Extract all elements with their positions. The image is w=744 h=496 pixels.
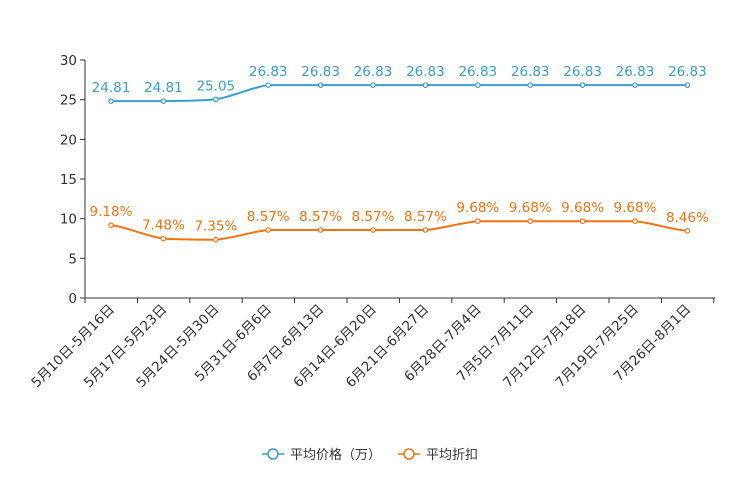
data-label: 26.83 xyxy=(668,64,707,80)
data-point[interactable] xyxy=(317,82,324,88)
data-point[interactable] xyxy=(108,222,114,228)
y-tick-label: 10 xyxy=(60,212,77,228)
data-label: 8.57% xyxy=(404,209,447,225)
data-point[interactable] xyxy=(579,218,586,225)
data-point[interactable] xyxy=(317,227,324,233)
y-tick-label: 0 xyxy=(68,291,77,307)
data-point[interactable] xyxy=(265,82,272,88)
data-point[interactable] xyxy=(579,82,586,88)
data-point[interactable] xyxy=(527,82,534,88)
y-tick-label: 15 xyxy=(60,172,77,188)
legend-swatch-marker xyxy=(267,448,279,460)
series-2: 9.18% 7.48% 7.35% 8.57% 8.57% 8.57% 8.57% 9.68%… xyxy=(90,200,709,243)
data-point[interactable] xyxy=(474,218,481,225)
data-label: 8.57% xyxy=(299,209,342,225)
data-point[interactable] xyxy=(370,227,376,233)
data-point[interactable] xyxy=(160,98,167,104)
data-point[interactable] xyxy=(684,228,691,234)
data-point[interactable] xyxy=(422,82,429,88)
series-1: 24.81 24.81 25.05 26.83 26.83 26.83 26.83 26.83… xyxy=(92,64,707,104)
data-label: 8.57% xyxy=(352,209,395,225)
data-label: 26.83 xyxy=(406,64,445,80)
legend-label: 平均价格（万） xyxy=(290,447,381,463)
data-label: 8.46% xyxy=(666,210,709,226)
data-label: 9.18% xyxy=(90,204,133,220)
data-point[interactable] xyxy=(213,96,219,103)
data-label: 9.68% xyxy=(614,200,657,216)
data-label: 24.81 xyxy=(144,80,183,96)
series-line xyxy=(110,84,688,103)
data-label: 26.83 xyxy=(249,64,288,80)
data-label: 9.68% xyxy=(456,200,499,216)
data-label: 7.48% xyxy=(142,218,185,234)
data-label: 9.68% xyxy=(509,200,552,216)
data-point[interactable] xyxy=(213,236,219,243)
data-point[interactable] xyxy=(160,235,167,242)
y-tick-label: 20 xyxy=(60,132,77,148)
data-label: 26.83 xyxy=(458,64,497,80)
y-tick-label: 25 xyxy=(60,93,77,109)
y-tick-label: 30 xyxy=(60,53,77,69)
data-point[interactable] xyxy=(370,82,376,88)
y-tick-label: 5 xyxy=(68,251,77,267)
data-point[interactable] xyxy=(108,98,114,104)
y-axis: 0 5 10 15 20 25 30 xyxy=(60,53,86,307)
x-axis: 5月10日-5月16日5月17日-5月23日5月24日-5月30日5月31日-6… xyxy=(28,297,715,391)
legend: 平均价格（万） 平均折扣 xyxy=(262,447,478,463)
legend-swatch-marker xyxy=(403,448,415,460)
data-label: 24.81 xyxy=(92,80,131,96)
data-label: 25.05 xyxy=(196,78,235,94)
data-point[interactable] xyxy=(632,82,638,88)
legend-item-2[interactable]: 平均折扣 xyxy=(398,448,478,463)
data-label: 7.35% xyxy=(194,219,237,235)
legend-item-1[interactable]: 平均价格（万） xyxy=(262,447,381,463)
legend-label: 平均折扣 xyxy=(426,448,478,463)
data-point[interactable] xyxy=(265,227,272,233)
data-point[interactable] xyxy=(527,218,534,225)
data-point[interactable] xyxy=(632,218,638,225)
data-label: 26.83 xyxy=(301,64,340,80)
data-label: 9.68% xyxy=(561,200,604,216)
data-label: 26.83 xyxy=(563,64,602,80)
data-point[interactable] xyxy=(684,82,691,88)
series-layer: 24.81 24.81 25.05 26.83 26.83 26.83 26.83 26.83… xyxy=(90,64,709,243)
data-label: 26.83 xyxy=(616,64,655,80)
data-label: 8.57% xyxy=(247,209,290,225)
data-point[interactable] xyxy=(474,82,481,88)
data-label: 26.83 xyxy=(354,64,393,80)
data-point[interactable] xyxy=(422,227,429,233)
data-label: 26.83 xyxy=(511,64,550,80)
series-line xyxy=(110,220,688,241)
